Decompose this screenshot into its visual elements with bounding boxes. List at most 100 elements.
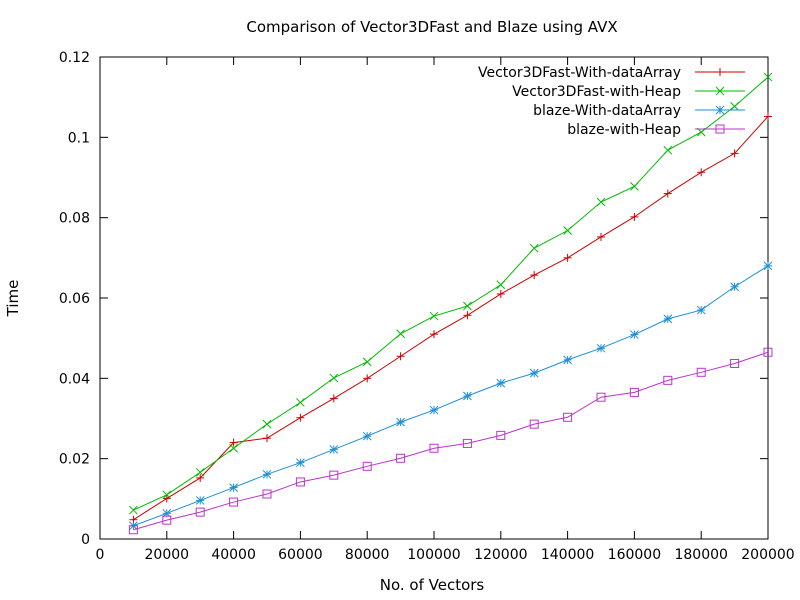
x-tick-label: 100000 [407, 547, 460, 563]
y-axis-label: Time [4, 280, 22, 318]
series-3 [129, 261, 773, 531]
data-point [763, 261, 773, 271]
data-point [496, 430, 506, 440]
data-point [128, 525, 138, 535]
data-point [730, 149, 739, 158]
legend-item: blaze-with-Heap [567, 122, 745, 138]
data-point [763, 72, 773, 82]
data-point [396, 417, 405, 427]
data-point [295, 477, 305, 487]
y-tick-label: 0 [81, 532, 90, 548]
data-point [363, 374, 372, 383]
y-tick-label: 0.12 [59, 50, 90, 66]
data-point [529, 419, 539, 429]
chart-title: Comparison of Vector3DFast and Blaze usi… [246, 18, 617, 36]
series-line [133, 351, 769, 531]
x-tick-label: 160000 [608, 547, 661, 563]
data-point [530, 271, 539, 280]
data-point [630, 330, 639, 339]
y-tick-label: 0.06 [59, 291, 90, 307]
data-point [462, 438, 472, 448]
series-line [133, 116, 769, 521]
data-point [764, 112, 772, 121]
x-tick-label: 20000 [145, 547, 190, 563]
data-point [162, 494, 171, 503]
x-tick-label: 180000 [674, 547, 727, 563]
data-point [730, 358, 740, 368]
data-point [296, 398, 305, 407]
legend-item: blaze-With-dataArray [533, 103, 745, 119]
data-point [396, 329, 405, 339]
data-point [362, 431, 372, 441]
y-tick-label: 0.1 [68, 130, 90, 146]
x-tick-label: 200000 [741, 547, 794, 563]
data-point [129, 505, 138, 515]
x-tick-label: 140000 [541, 547, 594, 563]
data-point [696, 367, 706, 377]
data-point [195, 467, 205, 477]
data-point [429, 443, 439, 453]
x-axis-label: No. of Vectors [380, 576, 485, 594]
legend-label: Vector3DFast-with-Heap [512, 84, 681, 100]
y-axis: 0 0.02 0.04 0.06 0.08 0.1 0.12 [59, 50, 768, 548]
data-point [597, 232, 605, 241]
legend-marker [715, 86, 725, 96]
data-point [329, 373, 339, 383]
data-point [195, 507, 205, 517]
data-point [430, 330, 438, 339]
series-4 [128, 347, 773, 535]
data-point [329, 394, 338, 403]
data-point [396, 453, 406, 463]
legend-marker [716, 68, 724, 76]
x-tick-label: 40000 [211, 547, 256, 563]
legend-item: Vector3DFast-with-Heap [512, 84, 745, 100]
x-axis: 0 20000 40000 60000 80000 100000 120000 140000 1… [96, 57, 795, 563]
series-line [133, 265, 769, 527]
data-point [329, 445, 339, 454]
data-point [229, 483, 238, 492]
data-point [496, 280, 506, 290]
y-tick-label: 0.04 [59, 371, 90, 387]
data-point [529, 368, 539, 378]
legend-marker [715, 124, 725, 134]
data-point [263, 434, 271, 443]
data-point [730, 102, 739, 111]
data-point [162, 490, 172, 500]
data-point [196, 473, 205, 482]
y-tick-label: 0.02 [59, 452, 90, 468]
x-tick-label: 0 [96, 547, 105, 563]
data-point [262, 489, 272, 499]
data-point [396, 352, 405, 361]
data-point [296, 458, 305, 468]
data-point [229, 438, 238, 447]
data-point [463, 391, 472, 401]
data-point [763, 347, 773, 357]
data-point [563, 253, 572, 262]
data-point [563, 412, 573, 422]
y-tick-label: 0.08 [59, 211, 90, 227]
data-point [429, 311, 439, 321]
data-point [463, 311, 472, 320]
data-point [663, 375, 673, 385]
series-line [133, 76, 769, 511]
data-point [563, 355, 572, 365]
data-point [229, 443, 238, 453]
legend-label: Vector3DFast-With-dataArray [478, 65, 681, 81]
data-point [730, 282, 739, 292]
data-point [697, 168, 706, 177]
series-1 [129, 112, 772, 524]
legend-item: Vector3DFast-With-dataArray [478, 65, 745, 81]
data-point [596, 392, 606, 402]
data-point [663, 314, 673, 324]
data-point [630, 181, 639, 191]
data-point [463, 301, 472, 311]
data-point [229, 497, 239, 507]
data-point [195, 496, 205, 505]
data-point [296, 413, 305, 422]
series-layer [128, 72, 773, 535]
data-point [696, 305, 706, 315]
data-point [496, 289, 505, 298]
series-2 [129, 72, 773, 515]
data-point [329, 470, 339, 480]
